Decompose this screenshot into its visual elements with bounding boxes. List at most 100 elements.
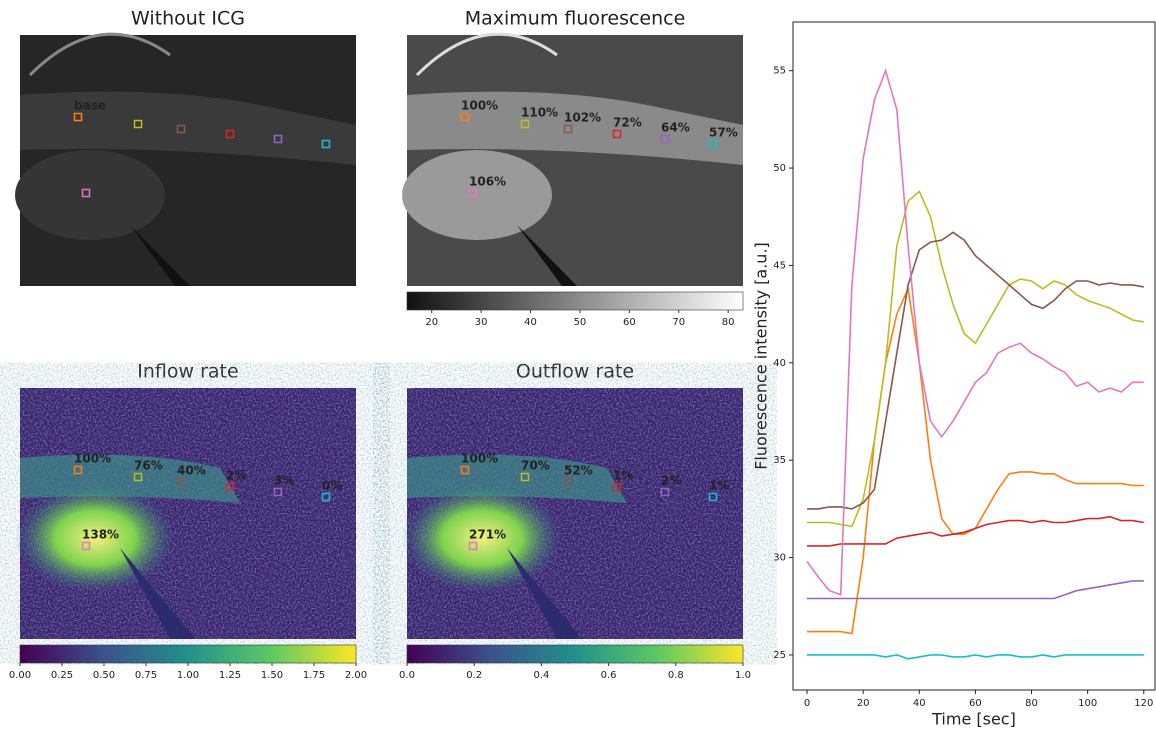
plot-frame (792, 21, 1156, 691)
x-tick-label: 40 (913, 698, 926, 709)
x-tick-label: 60 (969, 698, 982, 709)
colorbar-tick-label: 1.0 (735, 670, 751, 681)
x-tick-label: 80 (1025, 698, 1038, 709)
series-line (807, 190, 1144, 528)
roi-label: 110% (521, 106, 558, 120)
colorbar-tick-label: 1.00 (177, 670, 199, 681)
colorbar-tick-label: 20 (425, 317, 438, 328)
x-tick-label: 120 (1134, 698, 1153, 709)
instrument (120, 548, 195, 639)
roi-marker (273, 134, 283, 144)
roi-label: 100% (461, 452, 498, 466)
roi-label: 0% (322, 479, 342, 493)
roi-label: 72% (613, 116, 642, 130)
colorbar-tick-label: 0.00 (9, 670, 31, 681)
colorbar-tick-label: 0.4 (533, 670, 549, 681)
roi-marker (321, 139, 331, 149)
instrument (517, 225, 577, 286)
roi-marker (520, 472, 530, 482)
roi-label: 70% (521, 459, 550, 473)
series-line (807, 580, 1144, 600)
y-tick-label: 35 (773, 455, 786, 466)
roi-label: 100% (461, 99, 498, 113)
roi-marker (81, 188, 91, 198)
roi-marker (612, 482, 622, 492)
series-line (807, 285, 1144, 635)
roi-label: 64% (661, 121, 690, 135)
roi-label: 3% (274, 474, 294, 488)
colorbar-tick-label: 0.8 (668, 670, 684, 681)
roi-marker (660, 487, 670, 497)
panel-title: Maximum fluorescence (465, 8, 686, 30)
instrument (507, 548, 582, 639)
y-tick-label: 55 (773, 66, 786, 77)
roi-marker (81, 541, 91, 551)
colorbar-tick-label: 0.50 (93, 670, 115, 681)
retractor (28, 32, 171, 77)
roi-marker (563, 477, 573, 487)
roi-marker (708, 492, 718, 502)
x-tick-label: 0 (804, 698, 810, 709)
colorbar-tick-label: 0.6 (601, 670, 617, 681)
colorbar-tick-label: 80 (722, 317, 735, 328)
colorbar-tick-label: 40 (524, 317, 537, 328)
colorbar-tick-label: 0.0 (399, 670, 415, 681)
roi-marker (460, 465, 470, 475)
series-line (806, 68, 1144, 596)
roi-marker (460, 112, 470, 122)
roi-marker (73, 465, 83, 475)
colorbar-tick-label: 1.50 (261, 670, 283, 681)
colorbar-tick-label: 70 (672, 317, 685, 328)
roi-label: 40% (177, 464, 206, 478)
roi-marker (612, 129, 622, 139)
series-line (807, 654, 1144, 660)
roi-label: 106% (469, 175, 506, 189)
colorbar-tick-label: 1.75 (303, 670, 325, 681)
roi-label: 138% (82, 528, 119, 542)
roi-marker (176, 477, 186, 487)
roi-label: 1% (709, 479, 729, 493)
y-tick-label: 45 (773, 260, 786, 271)
roi-marker (133, 119, 143, 129)
x-tick-label: 20 (857, 698, 870, 709)
colorbar-tick-label: 50 (574, 317, 587, 328)
roi-marker (225, 482, 235, 492)
roi-label: 2% (226, 469, 246, 483)
colorbar-tick-label: 1.25 (219, 670, 241, 681)
roi-label: 57% (709, 126, 738, 140)
image (15, 32, 356, 286)
panel-title: Without ICG (131, 8, 245, 30)
roi-marker (273, 487, 283, 497)
roi-label: 271% (469, 528, 506, 542)
y-tick-label: 25 (773, 650, 786, 661)
colorbar-tick-label: 0.75 (135, 670, 157, 681)
series-line (807, 515, 1144, 547)
panel-title: Inflow rate (137, 361, 238, 383)
colorbar-tick-label: 0.25 (51, 670, 73, 681)
roi-marker (563, 124, 573, 134)
roi-label: base (74, 99, 106, 113)
colorbar-tick-label: 0.2 (466, 670, 482, 681)
bright-region (15, 483, 175, 593)
roi-label: 1% (613, 469, 633, 483)
y-tick-label: 50 (773, 163, 786, 174)
panel-title: Outflow rate (516, 361, 634, 383)
colorbar-tick-label: 30 (475, 317, 488, 328)
roi-marker (660, 134, 670, 144)
roi-marker (468, 188, 478, 198)
tissue (407, 91, 743, 165)
tissue (20, 91, 356, 165)
colorbar-tick-label: 2.00 (345, 670, 367, 681)
y-axis-label: Fluorescence intensity [a.u.] (752, 242, 771, 470)
retractor (415, 32, 558, 77)
roi-label: 100% (74, 452, 111, 466)
roi-label: 2% (661, 474, 681, 488)
y-tick-label: 30 (773, 553, 786, 564)
image (15, 388, 356, 639)
roi-marker (468, 541, 478, 551)
x-tick-label: 100 (1078, 698, 1097, 709)
roi-label: 76% (134, 459, 163, 473)
bright-region (402, 483, 562, 593)
